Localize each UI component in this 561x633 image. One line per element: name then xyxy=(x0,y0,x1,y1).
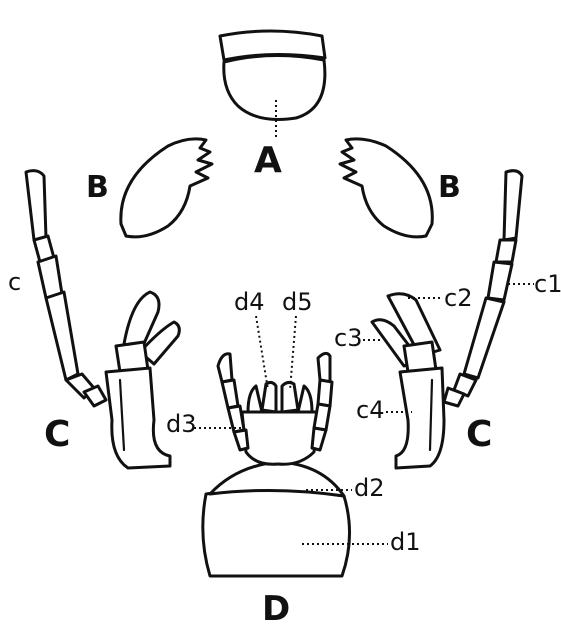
label-c2: c2 xyxy=(444,284,472,312)
palp-right-seg1 xyxy=(502,169,524,242)
leader-d4 xyxy=(255,315,269,391)
palp-right-seg6 xyxy=(442,386,466,408)
part-a xyxy=(218,29,327,140)
part-d-base xyxy=(201,487,351,578)
labial-palp-left-seg1 xyxy=(216,352,234,384)
palp-right-seg5 xyxy=(452,372,478,398)
palp-right-seg4 xyxy=(462,296,506,380)
maxilla-right-lacinia xyxy=(386,292,442,358)
label-d4: d4 xyxy=(234,288,265,316)
label-c4: c4 xyxy=(356,396,384,424)
palp-left-seg1 xyxy=(24,169,48,242)
maxilla-left-stipes xyxy=(104,366,172,470)
part-d xyxy=(201,351,351,578)
label-d3: d3 xyxy=(166,410,197,438)
part-c-right xyxy=(370,169,524,470)
maxilla-right-inner-line xyxy=(428,378,434,452)
label-d1: d1 xyxy=(390,528,421,556)
part-d-ligula-right xyxy=(280,380,300,414)
label-c: c xyxy=(8,268,21,296)
label-c3: c3 xyxy=(334,324,362,352)
maxilla-left-lacinia xyxy=(122,290,161,350)
label-d2: d2 xyxy=(354,474,385,502)
labial-palp-right-seg3 xyxy=(312,402,332,432)
labial-palp-left-seg2 xyxy=(220,378,240,410)
palp-right-seg2 xyxy=(494,238,518,264)
maxilla-left-galea xyxy=(138,320,181,366)
part-d-paraglossa-left xyxy=(246,384,264,414)
palp-left-seg6 xyxy=(82,384,108,408)
label-c-left: C xyxy=(44,414,70,455)
label-c-right: C xyxy=(466,414,492,455)
label-d5: d5 xyxy=(282,288,313,316)
part-d-paraglossa-right xyxy=(296,384,314,414)
labial-palp-right-seg4 xyxy=(310,426,328,452)
label-d: D xyxy=(262,589,290,629)
labial-palp-left-seg4 xyxy=(232,428,250,452)
label-b-right: B xyxy=(438,170,461,205)
labial-palp-right-seg1 xyxy=(316,351,332,384)
leader-d5 xyxy=(289,315,297,391)
label-c1: c1 xyxy=(534,270,561,298)
part-d-mentum xyxy=(240,410,320,466)
part-b-right xyxy=(338,137,434,239)
label-a: A xyxy=(254,140,282,181)
part-d-ligula-left xyxy=(260,380,278,414)
part-a-lobe xyxy=(222,53,327,121)
part-b-left-shape xyxy=(119,137,214,239)
maxilla-left-inner-line xyxy=(118,378,126,452)
palp-left-seg3 xyxy=(36,254,64,300)
label-b-left: B xyxy=(86,170,109,205)
part-b-right-shape xyxy=(338,137,434,239)
part-d-submentum xyxy=(208,460,346,498)
part-b-left xyxy=(119,137,214,239)
part-c-left xyxy=(24,169,181,470)
palp-right-seg3 xyxy=(486,260,514,302)
palp-left-seg4 xyxy=(44,290,80,382)
maxilla-right-stipes xyxy=(394,366,446,470)
maxilla-right-stipes-top xyxy=(402,340,438,374)
labial-palp-right-seg2 xyxy=(316,378,334,408)
